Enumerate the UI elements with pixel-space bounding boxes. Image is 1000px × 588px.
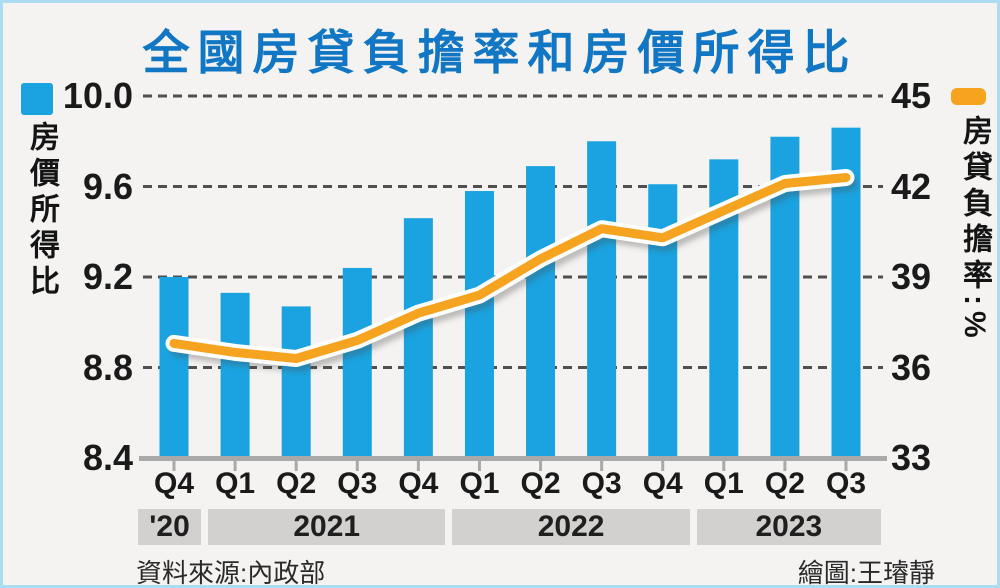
quarter-label-11: Q3 (825, 467, 867, 500)
left-tick-8.4: 8.4 (82, 437, 133, 478)
bar-Q2 (526, 166, 556, 460)
x-axis-tick (661, 461, 665, 471)
left-tick-9.6: 9.6 (82, 165, 133, 207)
x-axis-line (139, 456, 887, 461)
x-axis-tick (539, 461, 543, 471)
left-tick-10.0: 10.0 (62, 75, 133, 116)
x-axis-tick (172, 461, 176, 471)
chart-title: 全國房貸負擔率和房價所得比 (142, 26, 858, 79)
x-axis-tick (722, 461, 726, 471)
credit-note: 繪圖:王璿靜 (797, 558, 935, 588)
bar-Q1 (464, 191, 494, 460)
right-tick-45: 45 (891, 75, 932, 116)
x-axis-tick (783, 461, 787, 471)
right-axis-title: 房貸負擔率:% (958, 115, 991, 344)
quarter-label-3: Q3 (337, 467, 378, 500)
x-axis-tick (233, 461, 237, 471)
quarter-label-1: Q1 (215, 467, 256, 500)
x-axis-tick (600, 461, 604, 471)
right-tick-42: 42 (891, 165, 932, 207)
year-band-2021: 2021 (208, 509, 446, 545)
bar-Q2 (281, 306, 311, 460)
x-axis-tick (294, 461, 298, 471)
year-band-20: '20 (138, 509, 202, 545)
quarter-label-6: Q2 (520, 467, 561, 500)
bar-Q3 (587, 141, 617, 460)
quarter-label-10: Q2 (764, 467, 805, 500)
x-axis-tick (477, 461, 481, 471)
line-series-legend-swatch (951, 88, 986, 105)
quarter-label-5: Q1 (459, 467, 500, 500)
chart-plot-area (139, 94, 887, 471)
bar-Q4 (159, 277, 189, 460)
x-axis (139, 456, 887, 471)
quarter-label-2: Q2 (276, 467, 317, 500)
right-tick-39: 39 (891, 256, 932, 297)
line-core (169, 173, 851, 363)
quarter-label-8: Q4 (642, 467, 683, 500)
left-tick-9.2: 9.2 (82, 256, 133, 297)
bar-Q4 (403, 218, 433, 460)
quarter-label-4: Q4 (398, 467, 439, 500)
year-band-2023: 2023 (696, 509, 881, 545)
bar-Q3 (342, 267, 372, 460)
right-tick-36: 36 (891, 346, 932, 388)
quarter-label-0: Q4 (153, 467, 195, 500)
left-axis-title: 房價所得比 (25, 121, 58, 301)
source-note: 資料來源:內政部 (136, 558, 326, 588)
left-tick-8.8: 8.8 (82, 346, 133, 388)
x-axis-tick (844, 461, 848, 471)
x-axis-tick (355, 461, 359, 471)
x-axis-tick (416, 461, 420, 471)
bar-series-legend-swatch (21, 83, 53, 115)
quarter-label-7: Q3 (581, 467, 622, 500)
right-tick-33: 33 (891, 437, 932, 478)
bar-Q1 (220, 292, 250, 460)
quarter-label-9: Q1 (703, 467, 744, 500)
year-band-2022: 2022 (452, 509, 690, 545)
line-series (165, 169, 858, 372)
